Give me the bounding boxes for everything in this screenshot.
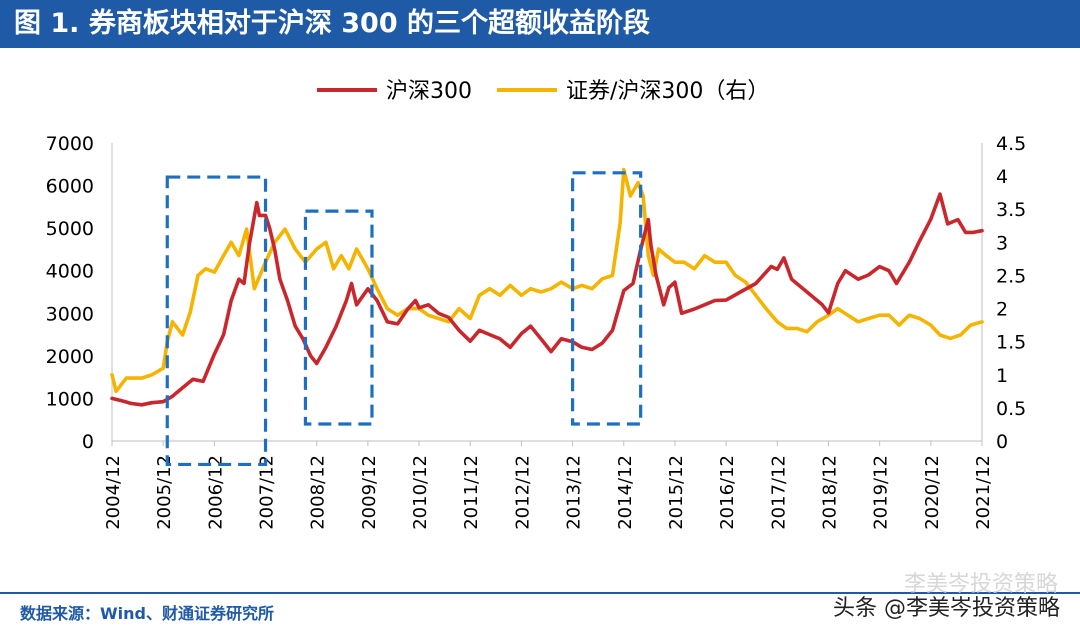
x-tick-label: 2008/12	[308, 455, 329, 530]
y-right-tick-label: 2	[996, 299, 1008, 321]
y-left-tick-label: 0	[82, 431, 94, 453]
x-tick-label: 2009/12	[359, 455, 380, 530]
x-tick-label: 2010/12	[410, 455, 431, 530]
x-tick-label: 2020/12	[922, 455, 943, 530]
x-tick-label: 2015/12	[666, 455, 687, 530]
legend-label-hs300: 沪深300	[386, 79, 472, 104]
footer-divider	[0, 592, 1080, 594]
x-tick-label: 2018/12	[819, 455, 840, 530]
y-left-tick-label: 6000	[46, 176, 94, 198]
x-tick-label: 2014/12	[615, 455, 636, 530]
x-tick-label: 2004/12	[103, 455, 124, 530]
x-tick-label: 2021/12	[973, 455, 994, 530]
y-right-tick-label: 2.5	[996, 265, 1026, 287]
x-tick-label: 2019/12	[871, 455, 892, 530]
y-left-tick-label: 1000	[46, 388, 94, 410]
data-source-note: 数据来源：Wind、财通证券研究所	[20, 604, 274, 623]
y-right-tick-label: 4.5	[996, 133, 1026, 155]
y-right-tick-label: 1	[996, 365, 1008, 387]
series-line-ratio	[110, 167, 984, 394]
y-right-tick-label: 1.5	[996, 332, 1026, 354]
x-tick-label: 2012/12	[512, 455, 533, 530]
highlight-box-3	[570, 171, 643, 426]
highlight-box-1	[165, 175, 268, 467]
y-right-tick-label: 3	[996, 232, 1008, 254]
watermark-author: 头条 @李美岑投资策略	[833, 596, 1060, 621]
figure-title: 图 1. 券商板块相对于沪深 300 的三个超额收益阶段	[0, 0, 1080, 48]
y-left-tick-label: 4000	[46, 261, 94, 283]
x-tick-label: 2006/12	[205, 455, 226, 530]
y-right-tick-label: 3.5	[996, 199, 1026, 221]
y-left-tick-label: 2000	[46, 346, 94, 368]
watermark-light: 李美岑投资策略	[903, 572, 1058, 597]
series-line-hs300	[110, 192, 984, 407]
highlight-box-2	[303, 209, 374, 426]
y-left-tick-label: 5000	[46, 218, 94, 240]
x-tick-label: 2017/12	[768, 455, 789, 530]
x-tick-label: 2007/12	[257, 455, 278, 530]
y-right-tick-label: 0	[996, 431, 1008, 453]
x-tick-label: 2011/12	[461, 455, 482, 530]
legend-label-ratio: 证券/沪深300（右）	[566, 79, 769, 104]
y-right-tick-label: 0.5	[996, 398, 1026, 420]
chart: 0 1000 2000 3000 4000 5000 6000 7000 0 0.5 1 1.5 2 2.…	[46, 79, 1027, 530]
y-right-tick-label: 4	[996, 166, 1008, 188]
x-tick-label: 2013/12	[564, 455, 585, 530]
y-left-tick-label: 3000	[46, 303, 94, 325]
y-left-tick-label: 7000	[46, 133, 94, 155]
x-tick-label: 2016/12	[717, 455, 738, 530]
x-tick-label: 2005/12	[154, 455, 175, 530]
